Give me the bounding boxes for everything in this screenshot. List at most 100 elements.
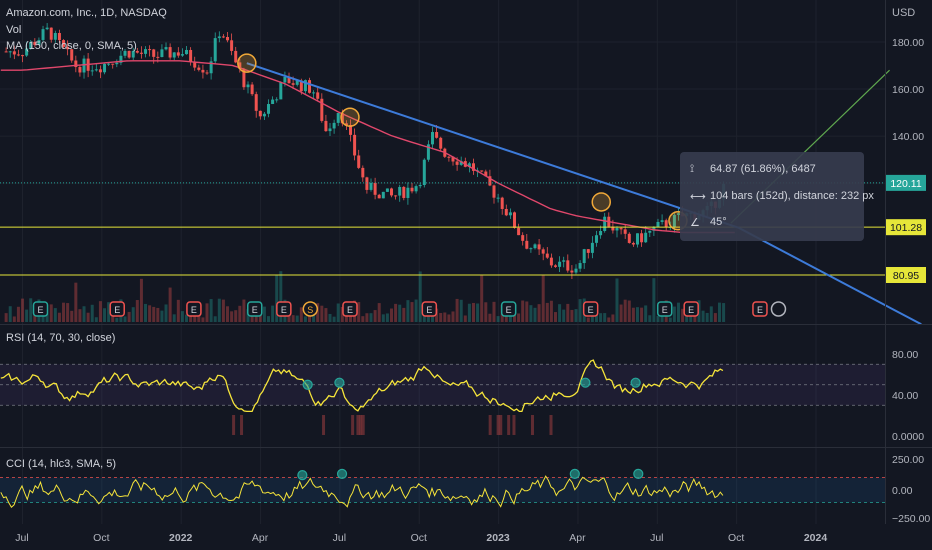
volume-bar-12 [53, 308, 57, 322]
candle-body-51 [213, 38, 217, 62]
earnings-marker-box-1 [109, 301, 125, 317]
volume-bar-112 [463, 315, 467, 322]
candle-body-82 [340, 113, 344, 124]
volume-bar-108 [447, 314, 451, 322]
touch-circle-2 [591, 192, 612, 212]
volume-bar-51 [213, 316, 217, 322]
candle-body-40 [168, 47, 172, 58]
candle-body-77 [320, 98, 324, 121]
candle-body-136 [562, 260, 566, 262]
price-change-text: 64.87 (61.86%), 6487 [710, 163, 816, 175]
price-axis[interactable]: 180.00160.00140.00120.00120.11101.2880.9… [886, 37, 930, 525]
candle-body-116 [480, 170, 484, 172]
candle-body-120 [496, 197, 500, 199]
volume-bar-91 [377, 303, 381, 322]
earnings-marker-box-11 [683, 301, 699, 317]
volume-bar-31 [131, 307, 135, 322]
cci-pane [0, 468, 885, 508]
volume-bar-158 [652, 278, 656, 322]
candle-body-61 [254, 94, 258, 111]
candle-body-154 [635, 233, 639, 245]
volume-bar-15 [66, 303, 70, 322]
candle-body-92 [381, 191, 385, 199]
volume-bar-175 [722, 303, 726, 322]
volume-bar-54 [226, 306, 230, 322]
candle-body-151 [623, 229, 627, 234]
cci-tick-1: 0.00 [892, 485, 913, 497]
candle-body-164 [676, 213, 680, 215]
cci-tick-0: 250.00 [892, 454, 924, 466]
volume-label[interactable]: Vol [6, 24, 22, 36]
earnings-marker-0: E [32, 301, 49, 317]
cci-band [0, 477, 885, 503]
candle-body-121 [500, 197, 504, 209]
candle-body-47 [197, 67, 201, 70]
earnings-marker-label-11: E [688, 305, 694, 315]
time-axis[interactable]: Jul Oct 2022 Apr Jul Oct 2023 Apr Jul Oct 2024 [15, 532, 827, 544]
rsi-tick-0: 80.00 [892, 349, 918, 361]
cci-line [0, 475, 724, 508]
volume-bar-11 [49, 304, 53, 322]
volume-bar-115 [476, 303, 480, 322]
candle-body-160 [660, 220, 664, 222]
candle-body-19 [82, 58, 86, 73]
volume-bar-89 [369, 313, 373, 322]
volume-bar-135 [558, 304, 562, 322]
candle-body-156 [644, 232, 648, 243]
volume-bar-146 [603, 313, 607, 322]
candle-body-72 [299, 80, 303, 92]
volume-bar-80 [332, 316, 336, 322]
candle-body-33 [139, 52, 143, 54]
candle-body-11 [49, 27, 53, 40]
candle-body-98 [406, 187, 410, 198]
candle-body-84 [349, 125, 353, 135]
earnings-marker-label-4: E [281, 305, 287, 315]
time-tick-0: Jul [15, 532, 28, 544]
rsi-signal-0 [302, 379, 313, 390]
volume-bar-3 [16, 306, 20, 322]
candle-body-157 [648, 230, 652, 233]
volume-bar-134 [553, 312, 557, 322]
symbol-title[interactable]: Amazon.com, Inc., 1D, NASDAQ [6, 7, 167, 19]
volume-bar-27 [115, 317, 119, 322]
earnings-marker-label-5: S [307, 305, 313, 315]
dividend-marker [770, 301, 787, 317]
volume-bar-127 [525, 301, 529, 322]
candle-body-57 [238, 62, 242, 69]
candle-body-148 [611, 226, 615, 231]
candle-body-142 [586, 249, 590, 253]
candle-body-89 [369, 182, 373, 190]
candle-body-95 [394, 195, 398, 197]
candle-body-14 [62, 40, 66, 47]
candle-body-4 [21, 55, 25, 57]
volume-bar-73 [303, 316, 307, 322]
candle-body-150 [619, 228, 623, 230]
candle-body-159 [656, 221, 660, 227]
volume-bar-159 [656, 315, 660, 322]
volume-bar-139 [574, 309, 578, 322]
candle-body-2 [12, 51, 16, 55]
volume-bar-155 [640, 307, 644, 322]
price-range-icon: ⟟ [690, 163, 695, 175]
earnings-marker-4: E [276, 301, 292, 317]
candle-body-45 [189, 49, 193, 62]
cci-tick-2: −250.00 [892, 513, 930, 525]
rsi-label[interactable]: RSI (14, 70, 30, close) [6, 332, 116, 344]
volume-bar-65 [271, 305, 275, 322]
touch-circle-0 [237, 53, 257, 73]
candle-body-124 [512, 212, 516, 228]
candle-body-26 [111, 63, 115, 65]
volume-bar-142 [586, 317, 590, 322]
volume-bar-118 [488, 313, 492, 322]
candle-body-66 [275, 99, 279, 101]
candle-body-16 [70, 49, 74, 61]
candle-body-65 [271, 99, 275, 105]
ma-label[interactable]: MA (150, close, 0, SMA, 5) [6, 40, 137, 52]
candle-body-29 [123, 50, 127, 56]
volume-bar-128 [529, 305, 533, 322]
candle-body-93 [385, 188, 389, 192]
cci-label[interactable]: CCI (14, hlc3, SMA, 5) [6, 458, 117, 470]
candle-body-67 [279, 82, 283, 100]
